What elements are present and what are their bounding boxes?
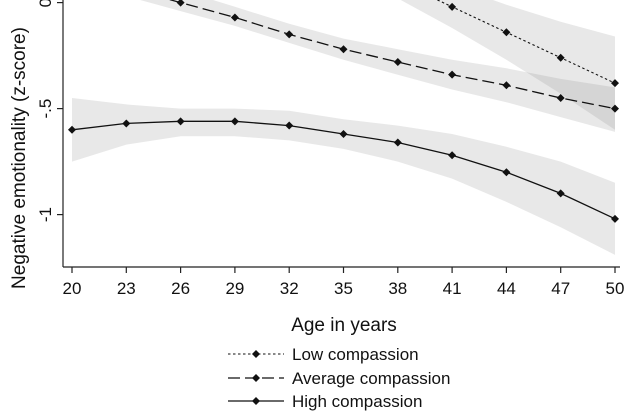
legend-label: High compassion <box>292 392 422 411</box>
data-point <box>611 214 619 223</box>
data-point <box>611 79 619 88</box>
legend: Low compassion Average compassion High com… <box>228 345 450 411</box>
legend-marker-0 <box>252 350 260 358</box>
data-point <box>448 151 457 160</box>
x-tick-label: 38 <box>388 279 407 298</box>
data-point <box>68 125 76 134</box>
x-tick-label: 20 <box>63 279 82 298</box>
ci-band-0 <box>400 0 615 130</box>
legend-marker-1 <box>252 374 260 382</box>
data-point <box>230 117 239 126</box>
series-markers <box>68 0 619 223</box>
x-tick-label: 29 <box>225 279 244 298</box>
legend-label: Average compassion <box>292 369 450 388</box>
ci-band-2 <box>72 98 615 255</box>
y-axis-title: Negative emotionality (z-score) <box>9 27 30 289</box>
y-tick-label: -1 <box>36 207 55 222</box>
data-point <box>285 121 294 130</box>
x-tick-label: 32 <box>280 279 299 298</box>
data-point <box>176 117 185 126</box>
data-point <box>502 28 511 37</box>
x-tick-label: 47 <box>551 279 570 298</box>
x-axis-title: Age in years <box>291 315 397 336</box>
data-point <box>230 13 239 22</box>
data-point <box>448 70 457 79</box>
data-point <box>339 45 348 54</box>
data-point <box>611 104 619 113</box>
data-point <box>556 53 565 62</box>
data-point <box>502 168 511 177</box>
confidence-bands <box>72 0 615 255</box>
series-line-0 <box>436 0 616 84</box>
y-tick-label: 0 <box>36 0 55 7</box>
data-point <box>556 94 565 102</box>
x-tick-label: 23 <box>117 279 136 298</box>
data-point <box>393 138 402 147</box>
y-tick-label: -.5 <box>36 99 55 119</box>
data-point <box>285 30 294 39</box>
data-point <box>393 57 402 66</box>
legend-marker-2 <box>252 397 260 405</box>
data-point <box>339 130 348 139</box>
legend-label: Low compassion <box>292 345 419 364</box>
x-tick-label: 50 <box>606 279 625 298</box>
x-tick-label: 35 <box>334 279 353 298</box>
x-tick-label: 26 <box>171 279 190 298</box>
x-tick-label: 44 <box>497 279 516 298</box>
data-point <box>176 0 185 7</box>
x-tick-label: 41 <box>443 279 462 298</box>
data-point <box>122 119 131 128</box>
data-point <box>556 189 565 198</box>
ci-band-1 <box>140 0 615 132</box>
data-point <box>448 2 457 11</box>
axis-titles: Age in years Negative emotionality (z-sc… <box>9 27 397 336</box>
data-point <box>502 81 511 90</box>
